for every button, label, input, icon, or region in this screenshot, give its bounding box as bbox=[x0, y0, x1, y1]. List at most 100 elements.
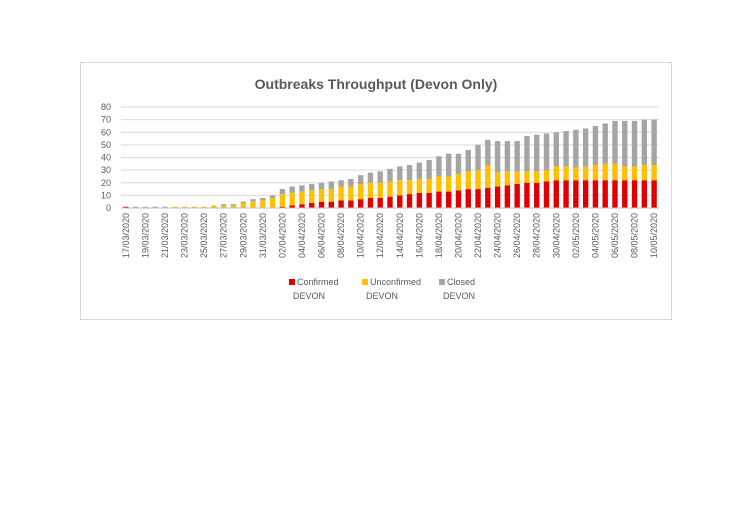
bar-segment-closed bbox=[142, 206, 149, 208]
legend-swatch bbox=[289, 279, 295, 285]
bar-segment-unconfirmed bbox=[602, 163, 608, 181]
bar-segment-confirmed bbox=[338, 200, 344, 208]
x-tick-label: 21/03/2020 bbox=[160, 213, 170, 258]
bar-segment-closed bbox=[299, 185, 305, 192]
y-tick-label: 50 bbox=[101, 140, 111, 150]
legend: Confirmed DEVON Unconfirmed DEVON Closed DEVO… bbox=[289, 277, 475, 301]
x-tick-label: 04/05/2020 bbox=[590, 213, 600, 258]
chart-frame: Outbreaks Throughput (Devon Only) 0 10 20 3… bbox=[80, 62, 672, 320]
bar-segment-confirmed bbox=[123, 206, 129, 208]
bar-segment-confirmed bbox=[534, 182, 540, 208]
bar-segment-closed bbox=[514, 141, 520, 172]
bar-segment-closed bbox=[592, 125, 599, 166]
bar-segment-confirmed bbox=[406, 194, 413, 208]
bar-segment-unconfirmed bbox=[631, 166, 638, 181]
x-tick-label: 29/03/2020 bbox=[238, 213, 248, 258]
bar-segment-confirmed bbox=[641, 180, 648, 208]
bar-segment-unconfirmed bbox=[543, 170, 550, 182]
bar-segment-unconfirmed bbox=[348, 186, 354, 201]
legend-label: DEVON bbox=[443, 291, 475, 301]
bar-segment-closed bbox=[397, 166, 403, 181]
bar-segment-unconfirmed bbox=[406, 180, 413, 195]
bar-segment-unconfirmed bbox=[299, 191, 305, 205]
bar-segment-unconfirmed bbox=[504, 171, 511, 186]
bar-segment-confirmed bbox=[357, 199, 364, 208]
bar-segment-closed bbox=[641, 119, 648, 166]
bar-segment-unconfirmed bbox=[191, 206, 198, 208]
bar-segment-confirmed bbox=[328, 201, 334, 208]
bar-segment-confirmed bbox=[465, 189, 471, 208]
bar-segment-unconfirmed bbox=[426, 178, 432, 193]
bar-segment-confirmed bbox=[651, 180, 657, 208]
x-tick-label: 02/04/2020 bbox=[277, 213, 287, 258]
x-tick-label: 06/04/2020 bbox=[317, 213, 327, 258]
x-tick-label: 10/04/2020 bbox=[356, 213, 366, 258]
bar-segment-confirmed bbox=[622, 180, 628, 208]
bar-segment-unconfirmed bbox=[250, 201, 256, 208]
x-tick-label: 08/04/2020 bbox=[336, 213, 346, 258]
x-tick-label: 10/05/2020 bbox=[649, 213, 659, 258]
bar-segment-confirmed bbox=[631, 180, 638, 208]
bar-segment-closed bbox=[563, 130, 569, 167]
y-axis-ticks: 0 10 20 30 40 50 60 70 80 bbox=[101, 102, 111, 213]
x-tick-label: 16/04/2020 bbox=[414, 213, 424, 258]
bar-segment-closed bbox=[357, 175, 364, 185]
bar-segment-closed bbox=[436, 156, 442, 177]
bar-segment-confirmed bbox=[582, 180, 589, 208]
bar-segment-closed bbox=[348, 178, 354, 187]
x-tick-label: 24/04/2020 bbox=[493, 213, 503, 258]
bar-segment-confirmed bbox=[514, 184, 520, 208]
bar-segment-confirmed bbox=[436, 191, 442, 208]
bar-segment-closed bbox=[132, 206, 139, 208]
bar-segment-unconfirmed bbox=[318, 189, 325, 202]
bar-segment-closed bbox=[543, 133, 550, 171]
bar-segment-confirmed bbox=[475, 189, 481, 208]
bar-segment-closed bbox=[416, 162, 423, 179]
bar-segment-closed bbox=[622, 120, 628, 167]
bar-segment-closed bbox=[387, 168, 393, 182]
bar-segment-unconfirmed bbox=[328, 189, 334, 202]
bar-segment-unconfirmed bbox=[641, 165, 648, 181]
bar-segment-closed bbox=[318, 182, 325, 190]
bar-segment-confirmed bbox=[279, 206, 286, 208]
chart-title: Outbreaks Throughput (Devon Only) bbox=[255, 76, 498, 92]
x-tick-label: 02/05/2020 bbox=[571, 213, 581, 258]
x-tick-label: 22/04/2020 bbox=[473, 213, 483, 258]
bar-segment-unconfirmed bbox=[416, 178, 423, 193]
bar-segment-unconfirmed bbox=[230, 205, 237, 208]
bar-segment-closed bbox=[338, 180, 344, 187]
legend-label: DEVON bbox=[366, 291, 398, 301]
bars bbox=[123, 119, 657, 208]
bar-segment-confirmed bbox=[299, 204, 305, 208]
x-tick-label: 25/03/2020 bbox=[199, 213, 209, 258]
y-tick-label: 60 bbox=[101, 127, 111, 137]
bar-segment-closed bbox=[573, 129, 579, 168]
x-tick-label: 26/04/2020 bbox=[512, 213, 522, 258]
bar-segment-closed bbox=[377, 171, 383, 183]
bar-segment-unconfirmed bbox=[592, 165, 599, 181]
bar-segment-closed bbox=[240, 201, 246, 203]
bar-segment-unconfirmed bbox=[172, 206, 178, 208]
bar-segment-closed bbox=[494, 141, 501, 173]
y-tick-label: 30 bbox=[101, 165, 111, 175]
bar-segment-unconfirmed bbox=[582, 166, 589, 181]
bar-segment-unconfirmed bbox=[563, 166, 569, 181]
bar-segment-closed bbox=[162, 206, 168, 208]
bar-segment-unconfirmed bbox=[201, 206, 207, 208]
bar-segment-unconfirmed bbox=[279, 194, 286, 207]
bar-segment-unconfirmed bbox=[357, 184, 364, 200]
stacked-bar-chart: Outbreaks Throughput (Devon Only) 0 10 20 3… bbox=[101, 76, 659, 301]
x-tick-label: 19/03/2020 bbox=[140, 213, 150, 258]
x-tick-label: 20/04/2020 bbox=[453, 213, 463, 258]
bar-segment-confirmed bbox=[387, 196, 393, 208]
bar-segment-unconfirmed bbox=[397, 180, 403, 196]
bar-segment-confirmed bbox=[504, 185, 511, 208]
bar-segment-unconfirmed bbox=[387, 181, 393, 197]
bar-segment-confirmed bbox=[612, 180, 618, 208]
bar-segment-closed bbox=[504, 141, 511, 172]
bar-segment-confirmed bbox=[524, 182, 530, 208]
bar-segment-confirmed bbox=[397, 195, 403, 208]
bar-segment-confirmed bbox=[485, 187, 491, 208]
x-tick-label: 04/04/2020 bbox=[297, 213, 307, 258]
bar-segment-unconfirmed bbox=[181, 206, 188, 208]
